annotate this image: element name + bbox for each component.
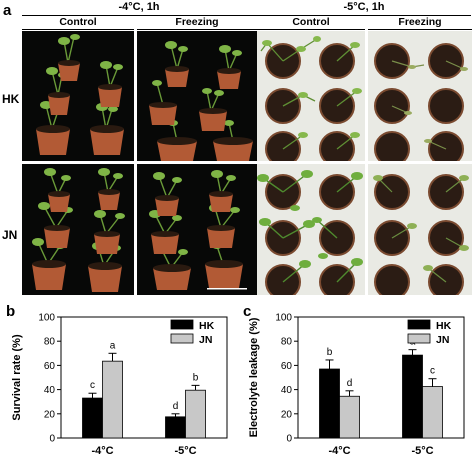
y-tick-label: 0: [286, 434, 292, 445]
bar-jn: [185, 389, 206, 439]
col-control-right: Control: [292, 16, 330, 28]
photo-jn-control-minus5: [257, 164, 365, 295]
significance-letter: b: [193, 372, 199, 383]
y-tick-label: 20: [44, 409, 56, 420]
bar-hk: [165, 416, 186, 439]
plant-pots-illustration: [374, 43, 468, 161]
y-tick-label: 100: [275, 313, 292, 324]
photo-hk-control-minus5: [257, 31, 365, 161]
significance-letter: b: [327, 347, 333, 358]
significance-letter: a: [110, 340, 116, 351]
bar-jn: [339, 395, 360, 439]
significance-letter: c: [430, 366, 435, 377]
plant-pots-illustration: [149, 41, 253, 161]
condition-left-rule: [22, 15, 258, 16]
y-tick-label: 80: [281, 337, 293, 348]
bar-hk: [402, 354, 423, 439]
legend-swatch-jn: [170, 333, 194, 344]
plant-pots-illustration: [32, 168, 125, 292]
plant-pots-illustration: [260, 36, 362, 161]
photo-hk-freezing-minus5: [368, 31, 472, 161]
y-tick-label: 60: [281, 361, 293, 372]
plant-pots-illustration: [149, 170, 247, 290]
photo-hk-freezing-minus4: [137, 31, 257, 161]
significance-letter: c: [90, 380, 95, 391]
plot-frame: [60, 316, 228, 439]
significance-letter: d: [347, 378, 353, 389]
legend-label-jn: JN: [436, 334, 449, 346]
y-tick-label: 80: [44, 337, 56, 348]
photo-jn-control-minus4: [22, 164, 134, 295]
bar-jn: [102, 360, 123, 439]
legend-swatch-jn: [407, 333, 431, 344]
condition-right-rule: [257, 15, 471, 16]
photo-jn-freezing-minus5: [368, 164, 472, 295]
x-tick-label: -4°C: [328, 445, 350, 457]
photo-jn-freezing-minus4: [137, 164, 257, 295]
y-tick-label: 20: [281, 409, 293, 420]
plant-pots-illustration: [257, 170, 363, 295]
col-freezing-left-rule: [137, 29, 257, 30]
x-tick-label: -5°C: [174, 445, 196, 457]
legend-swatch-hk: [407, 319, 431, 330]
scale-bar: [207, 288, 247, 290]
legend-label-hk: HK: [436, 320, 452, 332]
panel-letter: c: [243, 303, 251, 320]
col-freezing-right-rule: [368, 29, 472, 30]
plant-pots-illustration: [373, 174, 469, 295]
x-tick-label: -4°C: [91, 445, 113, 457]
y-tick-label: 40: [281, 385, 293, 396]
panel-a-letter: a: [3, 2, 12, 19]
bar-hk: [82, 397, 103, 439]
chart-electrolyte-leakage: c 0 20 40 60 80 100 Electrolyte leakage (%) -4°C…: [243, 303, 465, 457]
y-axis-label: Survival rate (%): [11, 334, 23, 421]
legend-label-hk: HK: [199, 320, 215, 332]
photo-hk-control-minus4: [22, 31, 134, 161]
legend-swatch-hk: [170, 319, 194, 330]
legend-label-jn: JN: [199, 334, 212, 346]
bar-jn: [422, 386, 443, 439]
bar-hk: [319, 368, 340, 439]
y-tick-label: 100: [38, 313, 55, 324]
col-control-right-rule: [257, 29, 365, 30]
significance-letter: d: [173, 401, 179, 412]
plant-pots-illustration: [36, 34, 124, 155]
row-label-hk: HK: [2, 92, 20, 106]
y-axis-label: Electrolyte leakage (%): [248, 317, 260, 437]
y-tick-label: 0: [49, 434, 55, 445]
row-label-jn: JN: [2, 228, 18, 242]
chart-survival-rate: b 0 20 40 60 80 100 Survival rate (%) -4°C c a -5°C…: [6, 303, 228, 457]
x-tick-label: -5°C: [411, 445, 433, 457]
col-freezing-right: Freezing: [398, 16, 442, 28]
col-freezing-left: Freezing: [175, 16, 219, 28]
col-control-left: Control: [59, 16, 97, 28]
col-control-left-rule: [22, 29, 134, 30]
plot-frame: [297, 316, 465, 439]
y-tick-label: 60: [44, 361, 56, 372]
condition-right-header: -5°C, 1h: [343, 1, 385, 13]
panel-letter: b: [6, 303, 15, 320]
y-tick-label: 40: [44, 385, 56, 396]
condition-left-header: -4°C, 1h: [118, 1, 160, 13]
